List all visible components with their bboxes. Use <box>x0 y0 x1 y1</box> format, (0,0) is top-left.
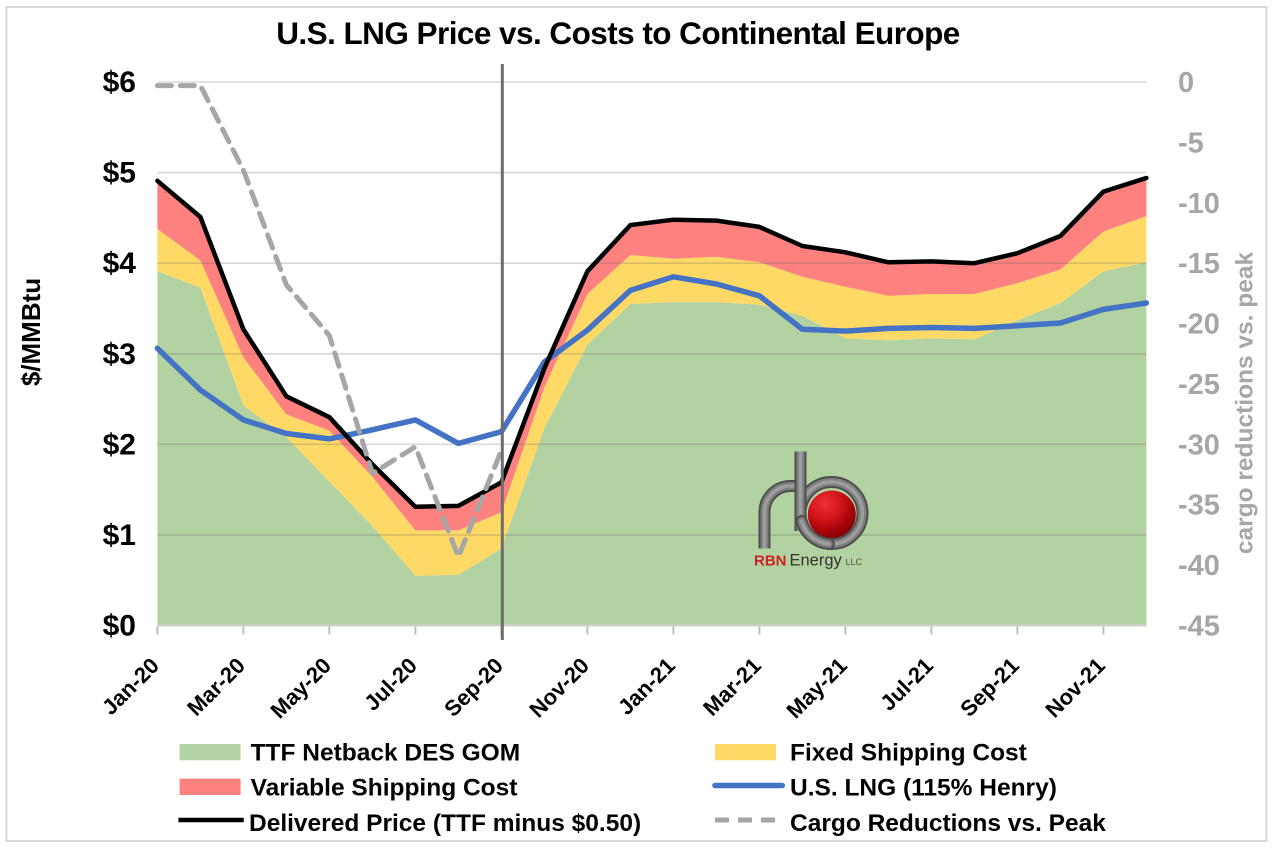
svg-text:-5: -5 <box>1178 127 1204 159</box>
svg-text:-20: -20 <box>1178 309 1220 341</box>
svg-text:-45: -45 <box>1178 611 1220 643</box>
svg-text:-35: -35 <box>1178 490 1220 522</box>
svg-text:U.S. LNG Price vs. Costs to Co: U.S. LNG Price vs. Costs to Continental … <box>276 15 960 51</box>
svg-text:TTF Netback DES GOM: TTF Netback DES GOM <box>251 740 521 767</box>
svg-text:Energy: Energy <box>790 552 843 570</box>
svg-text:$2: $2 <box>103 428 136 461</box>
svg-text:Fixed Shipping Cost: Fixed Shipping Cost <box>790 740 1027 767</box>
svg-text:0: 0 <box>1178 67 1194 99</box>
svg-text:-30: -30 <box>1178 429 1220 461</box>
svg-text:RBN: RBN <box>754 553 787 570</box>
svg-text:-15: -15 <box>1178 248 1220 280</box>
svg-text:-25: -25 <box>1178 369 1220 401</box>
svg-text:cargo reductions vs. peak: cargo reductions vs. peak <box>1232 251 1259 554</box>
svg-text:Delivered Price (TTF minus $0.: Delivered Price (TTF minus $0.50) <box>249 810 641 837</box>
svg-text:$5: $5 <box>103 157 136 190</box>
svg-text:$3: $3 <box>103 338 136 371</box>
svg-text:$4: $4 <box>103 247 137 280</box>
svg-text:$0: $0 <box>103 610 136 643</box>
svg-text:U.S. LNG (115% Henry): U.S. LNG (115% Henry) <box>790 774 1057 801</box>
svg-text:LLC: LLC <box>846 557 863 567</box>
svg-text:Cargo Reductions vs. Peak: Cargo Reductions vs. Peak <box>790 810 1106 837</box>
svg-text:Variable Shipping Cost: Variable Shipping Cost <box>251 774 518 801</box>
svg-text:-40: -40 <box>1178 550 1220 582</box>
svg-text:-10: -10 <box>1178 188 1220 220</box>
svg-text:$6: $6 <box>103 66 136 99</box>
svg-text:$/MMBtu: $/MMBtu <box>16 278 46 386</box>
svg-text:$1: $1 <box>103 519 136 552</box>
